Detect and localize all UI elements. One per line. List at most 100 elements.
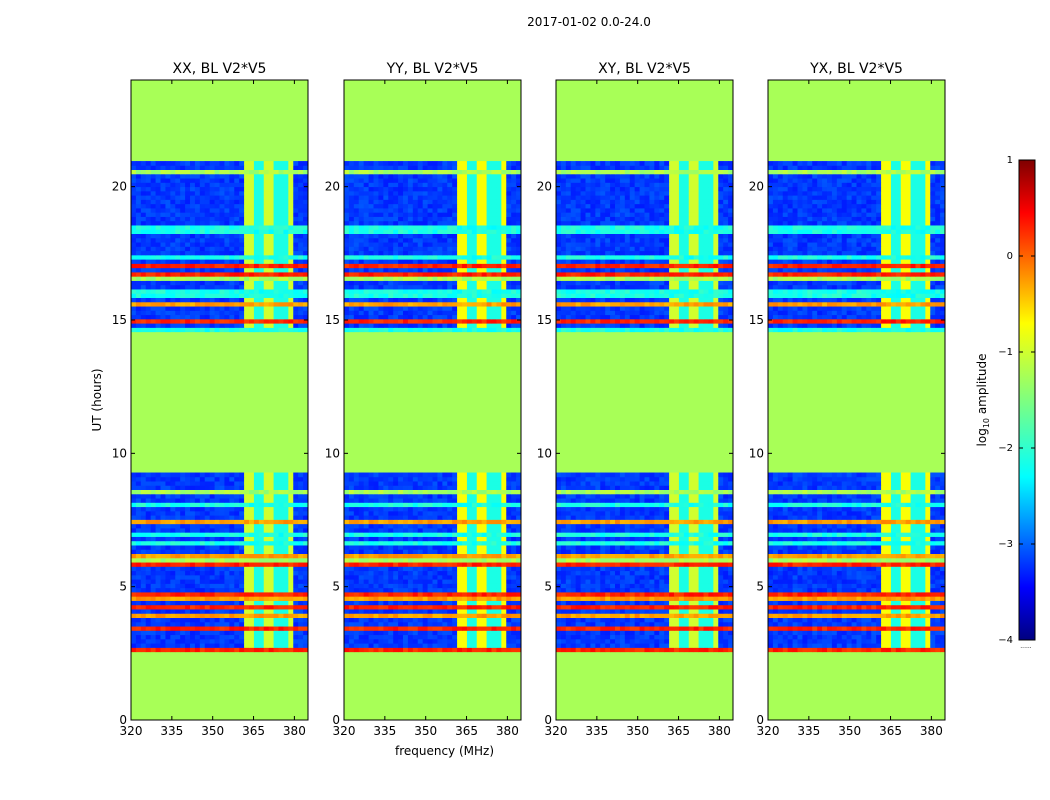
heatmap-cell: [516, 502, 522, 508]
heatmap-cell: [249, 557, 255, 563]
heatmap-cell: [278, 540, 284, 546]
heatmap-cell: [135, 216, 142, 222]
heatmap-cell: [471, 502, 478, 508]
heatmap-cell: [209, 489, 215, 495]
heatmap-cell: [491, 617, 497, 623]
heatmap-cell: [476, 583, 483, 589]
heatmap-cell: [373, 472, 379, 478]
heatmap-cell: [273, 647, 279, 653]
heatmap-cell: [135, 510, 142, 516]
heatmap-cell: [476, 545, 483, 550]
heatmap-cell: [398, 579, 404, 584]
heatmap-cell: [452, 583, 458, 589]
heatmap-cell: [239, 310, 245, 316]
heatmap-cell: [427, 630, 433, 636]
heatmap-cell: [288, 498, 294, 503]
heatmap-cell: [190, 536, 196, 542]
heatmap-cell: [258, 596, 265, 601]
heatmap-cell: [229, 250, 235, 256]
heatmap-cell: [496, 489, 502, 495]
heatmap-cell: [263, 604, 270, 610]
heatmap-cell: [358, 485, 365, 490]
heatmap-cell: [501, 540, 507, 546]
heatmap-cell: [432, 476, 438, 482]
heatmap-cell: [253, 579, 260, 584]
heatmap-cell: [219, 600, 225, 606]
heatmap-cell: [388, 596, 394, 601]
heatmap-cell: [288, 161, 294, 166]
heatmap-cell: [234, 583, 240, 589]
heatmap-cell: [353, 481, 360, 486]
heatmap-cell: [298, 297, 304, 303]
heatmap-cell: [442, 306, 448, 311]
heatmap-cell: [501, 293, 507, 298]
heatmap-cell: [155, 553, 161, 559]
heatmap-cell: [175, 502, 181, 508]
heatmap-cell: [486, 579, 492, 584]
heatmap-cell: [244, 570, 250, 576]
heatmap-cell: [288, 643, 294, 648]
heatmap-cell: [481, 523, 487, 529]
heatmap-cell: [209, 301, 215, 307]
heatmap-cell: [496, 600, 502, 606]
heatmap-cell: [268, 553, 274, 559]
heatmap-cell: [140, 574, 147, 580]
heatmap-cell: [273, 528, 279, 533]
heatmap-cell: [165, 562, 171, 567]
heatmap-cell: [185, 318, 191, 324]
heatmap-cell: [234, 284, 240, 290]
heatmap-cell: [437, 647, 443, 653]
heatmap-cell: [283, 557, 289, 563]
heatmap-cell: [303, 250, 309, 256]
heatmap-cell: [452, 647, 458, 653]
heatmap-cell: [422, 600, 428, 606]
heatmap-cell: [165, 498, 171, 503]
heatmap-cell: [452, 617, 458, 623]
heatmap-cell: [388, 604, 394, 610]
heatmap-cell: [131, 630, 137, 636]
heatmap-cell: [249, 165, 255, 170]
heatmap-cell: [501, 502, 507, 508]
heatmap-cell: [190, 553, 196, 559]
heatmap-cell: [466, 515, 473, 520]
heatmap-cell: [437, 532, 443, 537]
heatmap-cell: [263, 630, 270, 636]
heatmap-cell: [253, 528, 260, 533]
heatmap-cell: [378, 604, 384, 610]
heatmap-cell: [476, 647, 483, 653]
heatmap-cell: [135, 638, 142, 644]
heatmap-cell: [476, 481, 483, 486]
heatmap-cell: [476, 284, 483, 290]
heatmap-cell: [437, 272, 443, 277]
heatmap-cell: [160, 203, 166, 209]
heatmap-cell: [145, 553, 152, 559]
heatmap-cell: [253, 237, 260, 243]
heatmap-cell: [160, 600, 166, 606]
heatmap-cell: [457, 510, 463, 516]
heatmap-cell: [303, 327, 309, 333]
heatmap-cell: [175, 314, 181, 320]
heatmap-cell: [185, 574, 191, 580]
heatmap-cell: [170, 498, 176, 503]
heatmap-cell: [383, 523, 389, 529]
heatmap-cell: [140, 536, 147, 542]
heatmap-cell: [407, 549, 414, 554]
heatmap-cell: [140, 301, 147, 307]
heatmap-cell: [496, 506, 502, 512]
heatmap-cell: [204, 596, 211, 601]
heatmap-cell: [175, 626, 181, 631]
heatmap-cell: [447, 613, 453, 618]
heatmap-cell: [388, 630, 394, 636]
heatmap-cell: [378, 515, 384, 520]
heatmap-cell: [283, 301, 289, 307]
heatmap-cell: [466, 327, 473, 333]
heatmap-cell: [244, 289, 250, 294]
heatmap-cell: [403, 489, 409, 495]
heatmap-cell: [363, 634, 369, 640]
heatmap-cell: [268, 178, 274, 183]
heatmap-cell: [239, 506, 245, 512]
heatmap-cell: [403, 536, 409, 542]
heatmap-cell: [204, 604, 211, 610]
heatmap-cell: [150, 510, 156, 516]
heatmap-cell: [442, 515, 448, 520]
